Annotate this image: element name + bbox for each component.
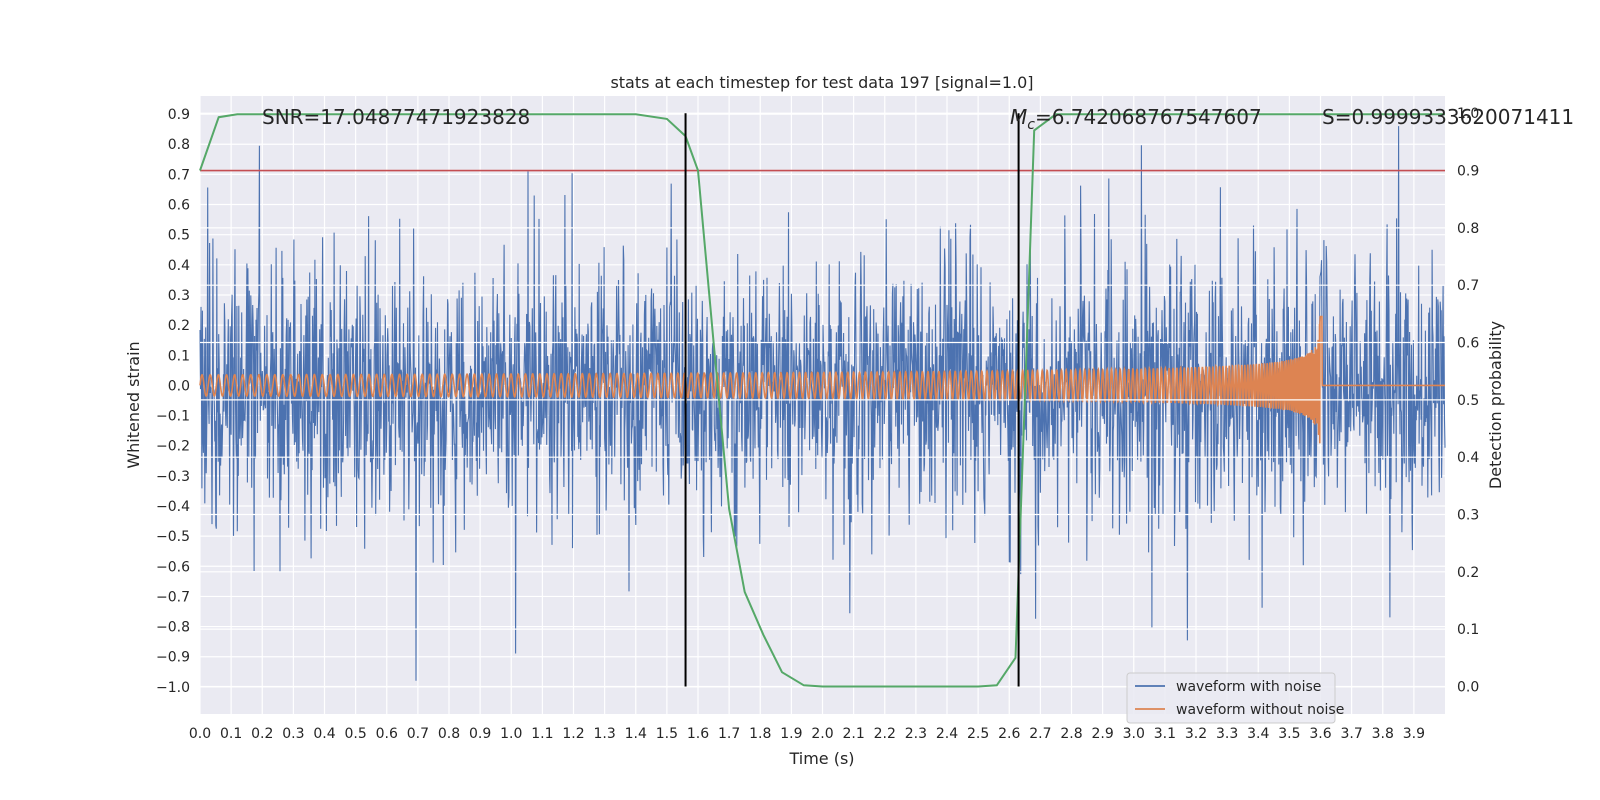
y2-tick-label: 1.0	[1457, 106, 1479, 122]
y2-tick-label: 0.2	[1457, 565, 1479, 581]
y2-tick-label: 0.5	[1457, 393, 1479, 409]
x-tick-label: 2.9	[1091, 726, 1113, 742]
y-tick-label: −0.5	[156, 529, 190, 545]
y-tick-label: −0.9	[156, 650, 190, 666]
x-tick-label: 0.9	[469, 726, 491, 742]
x-tick-label: 3.0	[1123, 726, 1145, 742]
x-tick-label: 1.6	[687, 726, 709, 742]
x-tick-label: 1.8	[749, 726, 771, 742]
y-tick-label: −0.2	[156, 439, 190, 455]
x-tick-label: 3.7	[1340, 726, 1362, 742]
chirp-waveform-line	[199, 315, 1445, 444]
x-tick-label: 2.1	[842, 726, 864, 742]
x-tick-label: 2.7	[1029, 726, 1051, 742]
y-tick-label: −0.4	[156, 499, 190, 515]
x-tick-label: 1.3	[593, 726, 615, 742]
x-tick-label: 1.1	[531, 726, 553, 742]
x-tick-label: 0.2	[251, 726, 273, 742]
chirp-mass-subscript: c	[1027, 117, 1035, 133]
legend-box	[1126, 672, 1336, 724]
x-tick-label: 1.5	[656, 726, 678, 742]
x-tick-label: 1.2	[562, 726, 584, 742]
x-tick-label: 2.5	[967, 726, 989, 742]
x-tick-label: 3.3	[1216, 726, 1238, 742]
y-tick-label: 0.3	[168, 288, 190, 304]
x-tick-label: 2.6	[998, 726, 1020, 742]
y-tick-label: 0.6	[168, 198, 190, 214]
x-tick-label: 2.4	[936, 726, 958, 742]
x-tick-label: 0.5	[344, 726, 366, 742]
tick-labels: 0.0 0.1 0.2 0.3 0.4 0.5 0.6 0.7 0.8 0.9 1.0 1.1 1.2 1…	[156, 106, 1479, 742]
series-chirp	[199, 315, 1445, 444]
y-tick-label: 0.7	[168, 167, 190, 183]
x-axis-label: Time (s)	[788, 749, 854, 768]
y-tick-label: −1.0	[156, 680, 190, 696]
x-tick-label: 3.4	[1247, 726, 1269, 742]
x-tick-label: 0.8	[438, 726, 460, 742]
x-tick-label: 3.6	[1309, 726, 1331, 742]
y2-tick-label: 0.9	[1457, 164, 1479, 180]
y2-tick-label: 0.4	[1457, 450, 1479, 466]
legend-label-chirp: waveform without noise	[1176, 702, 1344, 718]
y2-tick-label: 0.6	[1457, 336, 1479, 352]
x-tick-label: 2.2	[874, 726, 896, 742]
chirp-mass-annotation: Mc=6.742068767547607	[1010, 105, 1262, 133]
chirp-mass-symbol: M	[1010, 105, 1027, 129]
y-axis-label: Whitened strain	[124, 341, 143, 468]
x-tick-label: 2.0	[811, 726, 833, 742]
legend-label-noise: waveform with noise	[1176, 679, 1321, 695]
x-tick-label: 0.7	[407, 726, 429, 742]
x-tick-label: 0.3	[282, 726, 304, 742]
x-tick-label: 3.8	[1372, 726, 1394, 742]
y-tick-label: −0.8	[156, 620, 190, 636]
y-tick-label: 0.2	[168, 318, 190, 334]
y-tick-label: −0.1	[156, 409, 190, 425]
y-tick-label: 0.4	[168, 258, 190, 274]
y-tick-label: −0.3	[156, 469, 190, 485]
y-tick-label: −0.7	[156, 589, 190, 605]
x-tick-label: 3.9	[1403, 726, 1425, 742]
y-tick-label: 0.1	[168, 348, 190, 364]
legend: waveform with noise waveform without noi…	[1126, 672, 1344, 724]
x-tick-label: 2.8	[1060, 726, 1082, 742]
y2-tick-label: 0.0	[1457, 679, 1479, 695]
x-tick-label: 3.1	[1154, 726, 1176, 742]
x-tick-label: 1.9	[780, 726, 802, 742]
y-tick-label: 0.8	[168, 137, 190, 153]
y2-axis-label: Detection probability	[1486, 321, 1505, 489]
x-tick-label: 3.2	[1185, 726, 1207, 742]
noise-waveform-line	[199, 126, 1446, 681]
y2-tick-label: 0.7	[1457, 278, 1479, 294]
x-tick-label: 0.1	[220, 726, 242, 742]
y-tick-label: −0.6	[156, 559, 190, 575]
series-probability	[199, 112, 1445, 688]
y-tick-label: 0.0	[168, 378, 190, 394]
x-tick-label: 0.4	[313, 726, 335, 742]
x-tick-label: 1.7	[718, 726, 740, 742]
chart-title: stats at each timestep for test data 197…	[610, 73, 1033, 92]
series-noise	[199, 126, 1446, 681]
x-tick-label: 2.3	[905, 726, 927, 742]
x-tick-label: 1.0	[500, 726, 522, 742]
x-tick-label: 0.6	[376, 726, 398, 742]
detection-probability-line	[199, 113, 1445, 688]
score-annotation: S=0.9999333620071411	[1322, 105, 1574, 129]
y2-tick-label: 0.1	[1457, 622, 1479, 638]
chirp-mass-value: =6.742068767547607	[1035, 105, 1262, 129]
x-tick-label: 0.0	[189, 726, 211, 742]
x-tick-label: 1.4	[625, 726, 647, 742]
y2-tick-label: 0.3	[1457, 507, 1479, 523]
y-tick-label: 0.9	[168, 107, 190, 123]
x-tick-label: 3.5	[1278, 726, 1300, 742]
y-tick-label: 0.5	[168, 228, 190, 244]
y2-tick-label: 0.8	[1457, 221, 1479, 237]
snr-annotation: SNR=17.04877471923828	[262, 105, 530, 129]
